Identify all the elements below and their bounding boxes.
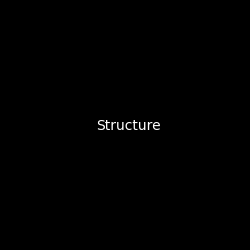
Text: Structure: Structure <box>96 119 160 133</box>
